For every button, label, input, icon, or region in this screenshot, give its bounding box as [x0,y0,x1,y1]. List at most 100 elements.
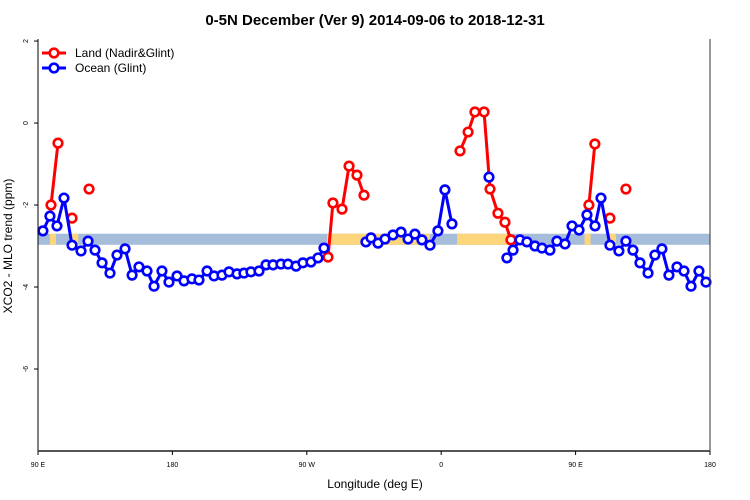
data-point [462,126,474,138]
data-point [656,243,668,255]
data-point [318,242,330,254]
data-point [52,137,64,149]
data-point [126,269,138,281]
chart-title: 0-5N December (Ver 9) 2014-09-06 to 2018… [205,12,544,29]
data-point [351,169,363,181]
data-point [478,106,490,118]
data-point [446,218,458,230]
land-band-segment [49,233,56,245]
data-point [604,212,616,224]
data-point [499,216,511,228]
data-point [604,239,616,251]
data-point [44,210,56,222]
data-point [678,265,690,277]
land-band-segment [608,233,616,245]
data-point [89,244,101,256]
legend-marker [48,47,60,59]
data-point [432,225,444,237]
data-point [104,267,116,279]
data-point [620,235,632,247]
data-point [83,183,95,195]
data-point [193,274,205,286]
data-point [253,265,265,277]
land-band-segment [69,233,79,245]
data-point [358,189,370,201]
y-tick-label: -2 [23,202,30,208]
data-point [37,225,49,237]
data-point [171,270,183,282]
data-point [45,199,57,211]
data-point [51,220,63,232]
data-point [148,280,160,292]
legend: Land (Nadir&Glint)Ocean (Glint) [42,46,174,75]
y-tick-label: -6 [23,366,30,372]
series-land [45,106,632,263]
data-point [573,224,585,236]
data-point [312,252,324,264]
y-axis-label: XCO2 - MLO trend (ppm) [1,179,15,314]
data-point [156,265,168,277]
legend-marker [48,62,60,74]
data-point [685,280,697,292]
y-tick-label: 0 [23,121,30,125]
data-point [395,226,407,238]
data-point [663,269,675,281]
data-point [700,276,712,288]
data-point [439,184,451,196]
data-point [484,183,496,195]
data-point [75,245,87,257]
data-point [201,265,213,277]
data-point [627,244,639,256]
data-point [693,265,705,277]
data-point [634,257,646,269]
x-tick-label: 90 W [299,462,316,469]
data-point [589,138,601,150]
data-point [469,106,481,118]
data-point [581,209,593,221]
x-tick-label: 180 [167,462,179,469]
x-tick-label: 90 E [31,462,46,469]
data-point [454,145,466,157]
data-point [483,171,495,183]
data-point [559,238,571,250]
data-point [501,252,513,264]
data-point [66,239,78,251]
data-point [96,257,108,269]
y-tick-label: 2 [23,39,30,43]
data-point [505,234,517,246]
data-point [141,265,153,277]
data-point [544,244,556,256]
series-layer [37,106,712,292]
series-line [49,142,60,206]
data-point [620,183,632,195]
data-point [589,220,601,232]
legend-label: Land (Nadir&Glint) [75,46,174,60]
data-point [82,235,94,247]
legend-label: Ocean (Glint) [75,61,146,75]
data-point [595,192,607,204]
data-point [327,197,339,209]
data-point [322,251,334,263]
data-point [613,245,625,257]
data-point [416,234,428,246]
data-point [649,249,661,261]
land-band-segment [584,233,591,245]
y-tick-label: -4 [23,284,30,290]
data-point [119,243,131,255]
data-point [163,276,175,288]
data-point [409,228,421,240]
data-point [336,203,348,215]
data-point [58,192,70,204]
data-point [365,232,377,244]
x-tick-label: 90 E [568,462,583,469]
series-ocean [37,171,712,292]
data-point [583,199,595,211]
data-point [424,239,436,251]
land-band-segment [457,233,510,245]
data-point [111,249,123,261]
series-line [587,143,597,206]
data-point [507,244,519,256]
data-point [343,160,355,172]
x-tick-label: 180 [704,462,716,469]
